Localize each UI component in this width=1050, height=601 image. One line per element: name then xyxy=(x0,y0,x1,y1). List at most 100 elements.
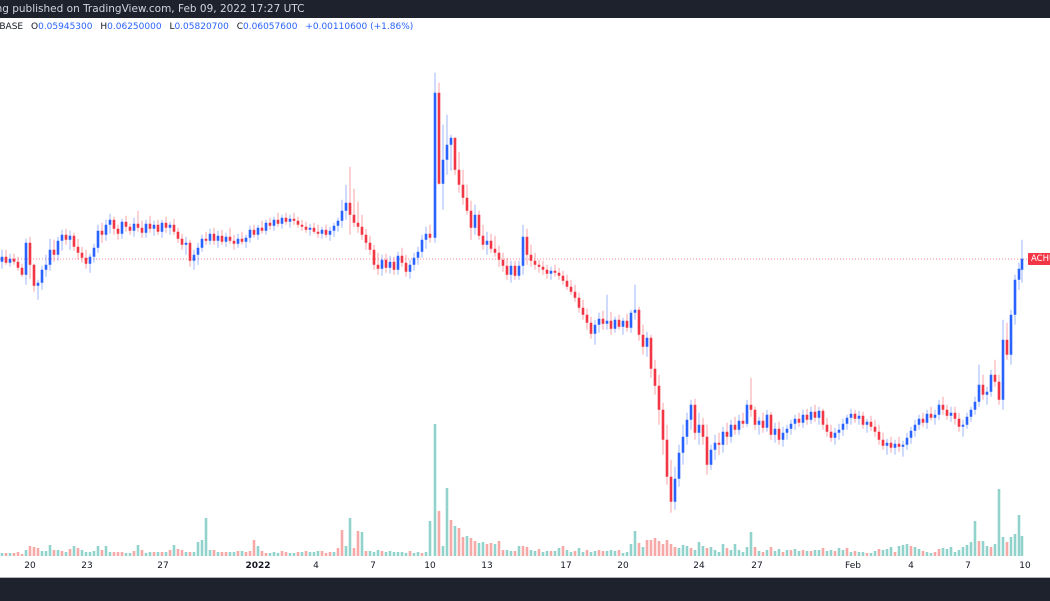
candle xyxy=(380,254,384,276)
volume-bar xyxy=(733,544,737,556)
volume-bar xyxy=(0,553,4,556)
volume-bar xyxy=(292,553,296,556)
candle xyxy=(557,267,561,280)
volume-bar xyxy=(985,546,989,556)
candle xyxy=(597,312,601,333)
candle xyxy=(124,215,128,232)
volume-bar xyxy=(136,545,140,556)
candle xyxy=(268,217,272,230)
volume-bar xyxy=(8,553,12,556)
candle xyxy=(336,217,340,232)
volume-bar xyxy=(140,550,144,556)
candle xyxy=(140,220,144,238)
candle xyxy=(985,386,989,405)
candle xyxy=(0,249,4,269)
volume-bar xyxy=(324,553,328,556)
candle xyxy=(332,222,336,237)
footer-bar xyxy=(0,577,1050,601)
volume-bar xyxy=(609,550,613,556)
candle xyxy=(1005,322,1009,360)
candle xyxy=(665,424,669,485)
volume-bar xyxy=(84,552,88,556)
volume-bar xyxy=(388,551,392,556)
candle xyxy=(212,227,216,245)
candles xyxy=(0,72,1024,513)
volume-bar xyxy=(809,551,813,556)
candle xyxy=(112,216,116,235)
volume-bar xyxy=(573,551,577,556)
candle xyxy=(48,238,52,271)
volume-bar xyxy=(104,546,108,556)
low-value: 0.05820700 xyxy=(174,22,229,32)
candle xyxy=(701,417,705,445)
candle xyxy=(705,424,709,475)
volume-bar xyxy=(669,544,673,556)
candle xyxy=(1013,274,1017,325)
candle xyxy=(617,314,621,330)
volume-bar xyxy=(517,546,521,556)
volume-bar xyxy=(865,553,869,556)
candle xyxy=(416,246,420,265)
volume-bar xyxy=(645,540,649,556)
candle xyxy=(957,412,961,432)
candle xyxy=(136,210,140,232)
candle xyxy=(352,188,356,227)
volume-bar xyxy=(753,547,757,556)
candle xyxy=(384,253,388,273)
time-axis[interactable]: 20 23 27 2022 4 7 10 13 17 20 24 27 Feb 4 7 10 xyxy=(0,557,1050,577)
candle xyxy=(905,432,909,450)
time-axis-tick: 20 xyxy=(24,561,36,571)
time-axis-tick: 7 xyxy=(370,561,376,571)
candle xyxy=(4,249,8,265)
candle xyxy=(76,238,80,260)
candle xyxy=(376,252,380,275)
symbol-exchange: INBASE xyxy=(0,22,24,32)
candle xyxy=(833,427,837,445)
candle xyxy=(441,124,445,210)
volume-bar xyxy=(513,551,517,556)
volume-bar xyxy=(280,551,284,556)
candle xyxy=(160,219,164,238)
volume-bar xyxy=(148,552,152,556)
candle xyxy=(60,229,64,251)
volume-bar xyxy=(781,552,785,556)
candle xyxy=(965,412,969,429)
volume-bar xyxy=(72,546,76,556)
volume-bar xyxy=(208,550,212,556)
candle xyxy=(473,204,477,235)
volume-bar xyxy=(889,547,893,556)
candle xyxy=(36,279,40,300)
candle xyxy=(977,364,981,407)
candle xyxy=(733,416,737,435)
volume-bar xyxy=(88,552,92,556)
close-label: C xyxy=(236,22,244,32)
volume-bar xyxy=(64,552,68,556)
volume-bar xyxy=(933,552,937,556)
volume-bar xyxy=(773,551,777,556)
volume-bar xyxy=(461,537,465,556)
candle xyxy=(697,412,701,445)
volume-bar xyxy=(997,489,1001,556)
candle xyxy=(921,412,925,427)
candle xyxy=(292,212,296,225)
candle xyxy=(8,253,12,267)
volume-bar xyxy=(841,550,845,556)
volume-bar xyxy=(457,528,461,556)
volume-bar xyxy=(312,552,316,556)
candle xyxy=(809,406,813,424)
candle xyxy=(20,263,24,277)
volume-bar xyxy=(336,548,340,556)
volume-bar xyxy=(204,518,208,556)
candle xyxy=(100,222,104,243)
candle xyxy=(16,256,20,271)
volume-bar xyxy=(212,550,216,556)
volume-bar xyxy=(384,552,388,556)
volume-bar xyxy=(304,551,308,556)
volume-bar xyxy=(605,551,609,556)
candle xyxy=(777,421,781,445)
candle xyxy=(605,294,609,330)
volume-bar xyxy=(56,550,60,556)
candle xyxy=(837,423,841,440)
candle xyxy=(1017,262,1021,290)
